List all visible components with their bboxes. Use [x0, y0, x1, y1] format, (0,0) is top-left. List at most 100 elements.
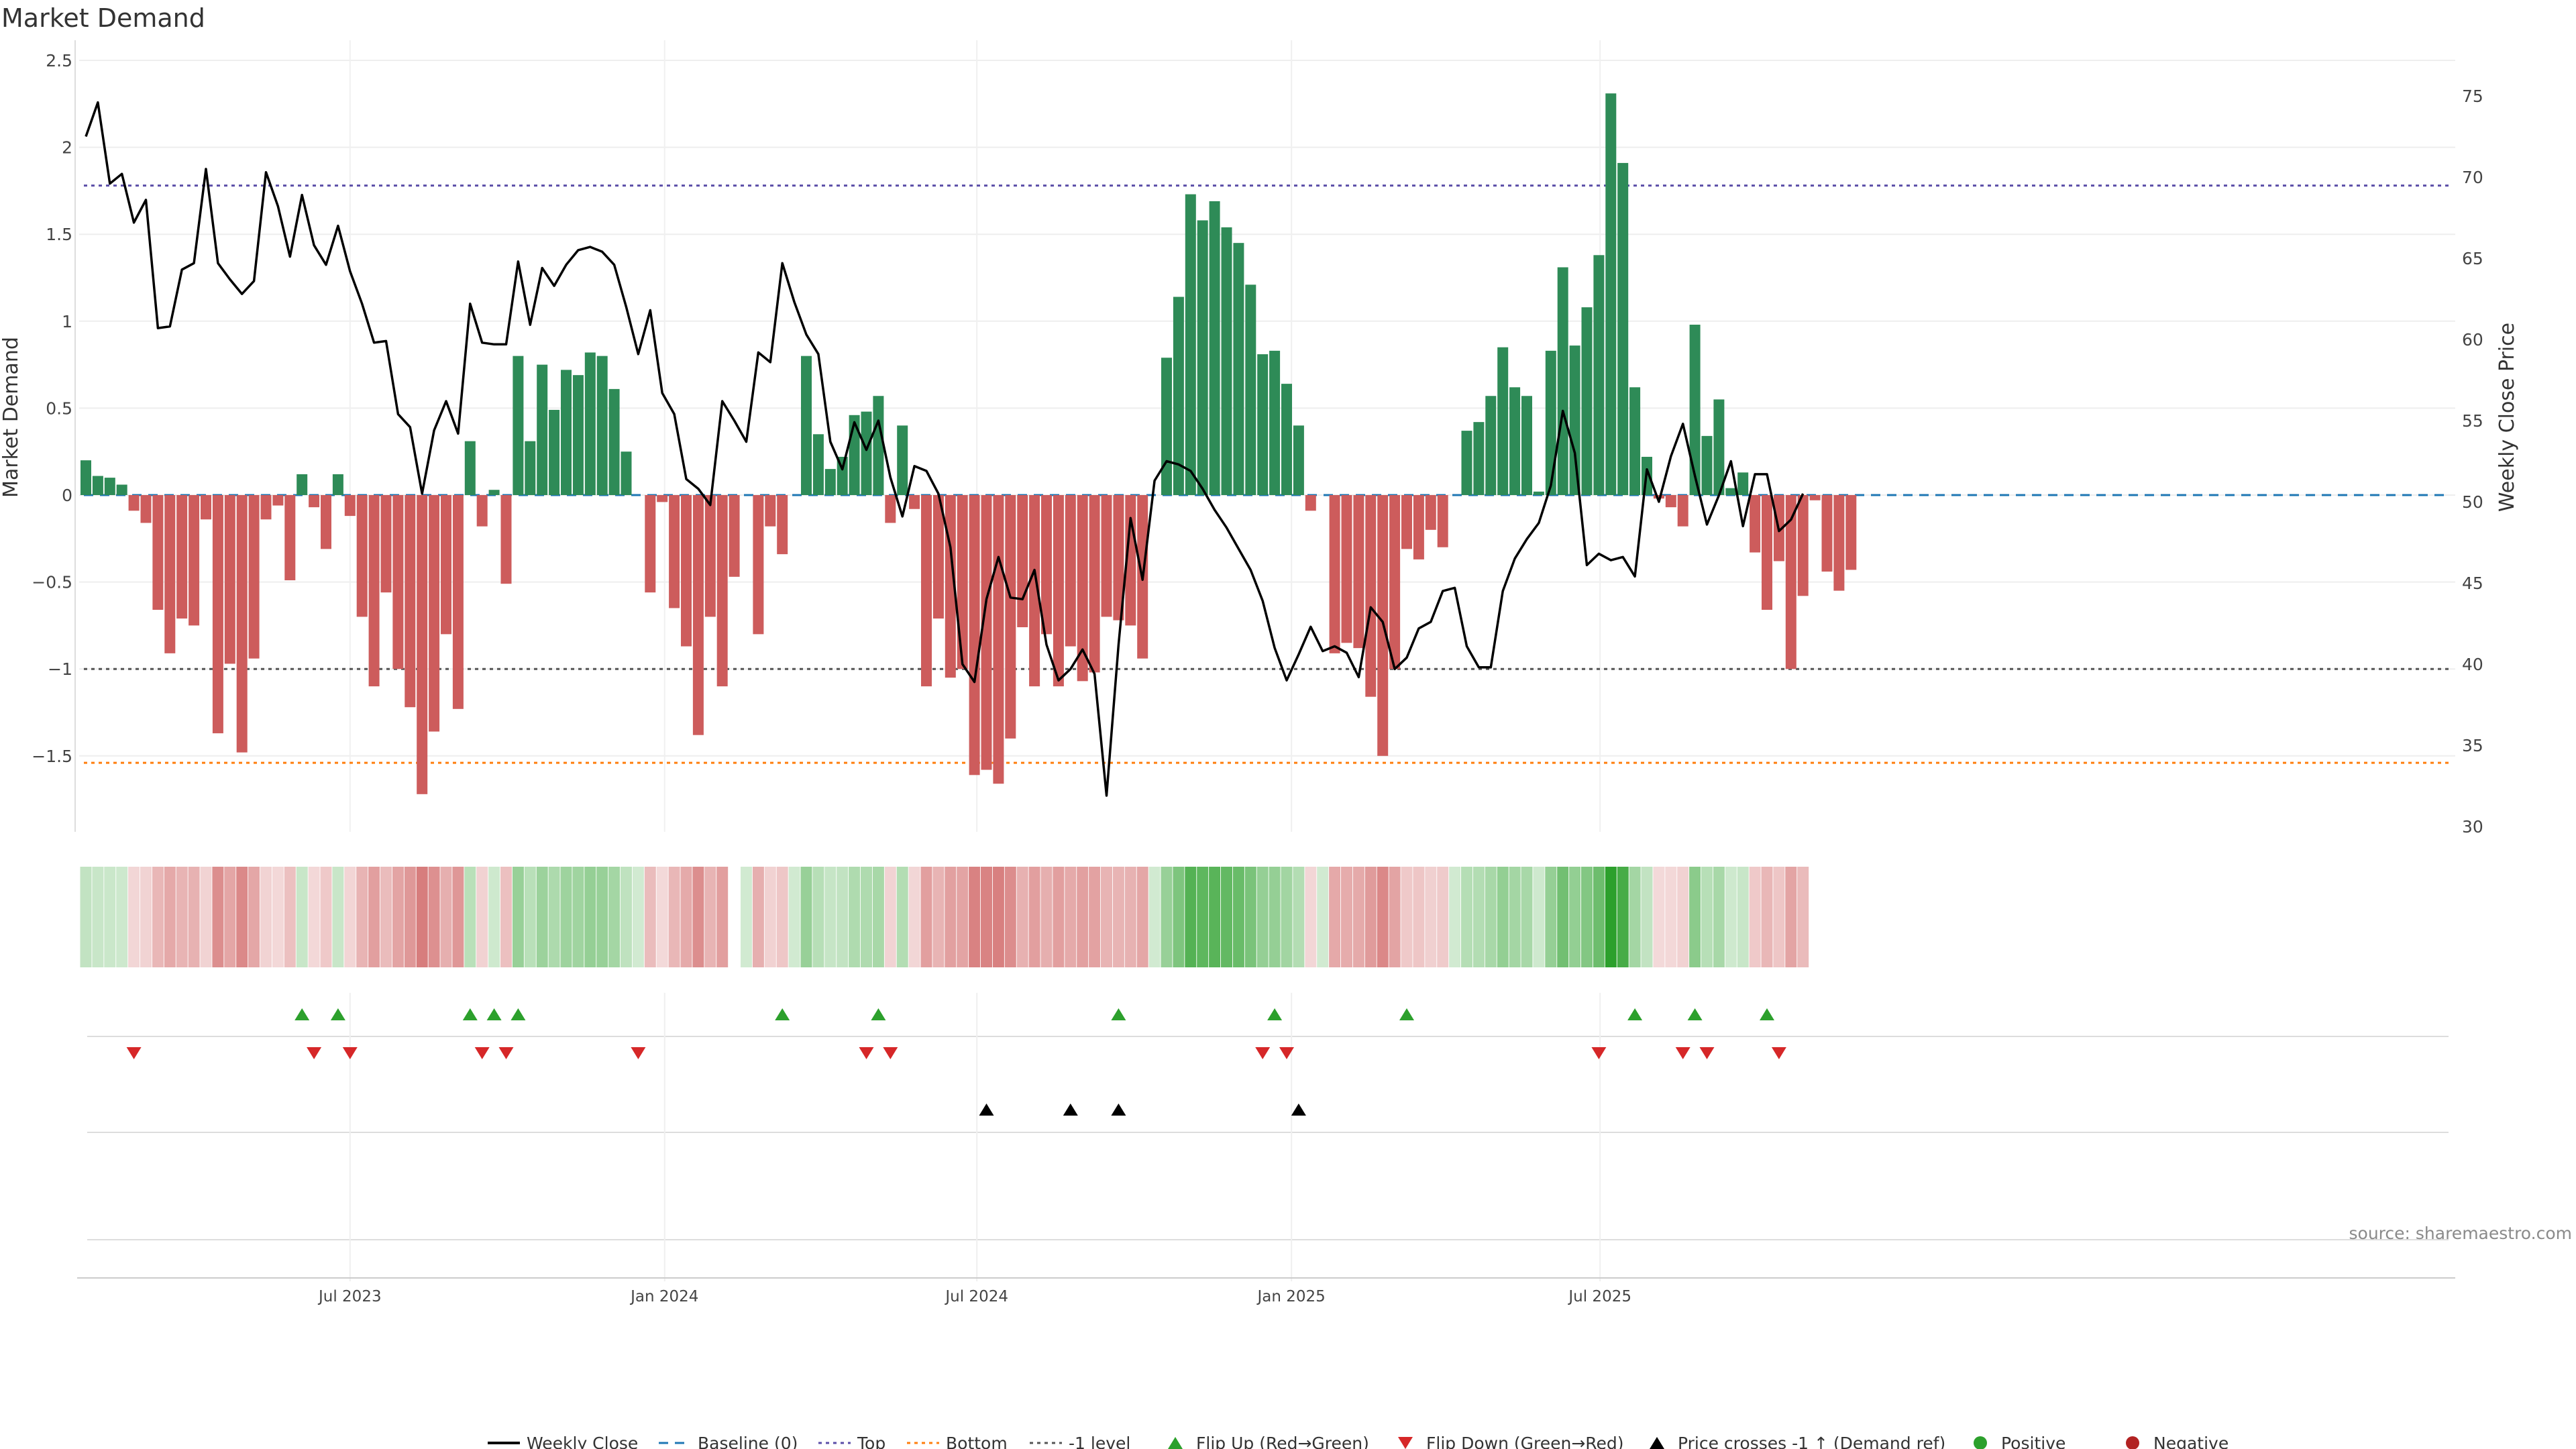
strip-cell	[320, 867, 332, 967]
demand-bar	[1209, 201, 1220, 495]
demand-bar	[1041, 495, 1052, 635]
demand-bar	[1077, 495, 1088, 682]
demand-bar	[441, 495, 451, 635]
flip-down-marker	[1591, 1047, 1607, 1059]
strip-cell	[332, 867, 344, 967]
strip-cell	[1341, 867, 1352, 967]
signal-panels	[87, 993, 2449, 1281]
strip-cell	[1028, 867, 1040, 967]
demand-bar	[921, 495, 932, 687]
demand-bar	[1341, 495, 1352, 643]
strip-cell	[344, 867, 356, 967]
demand-bar	[309, 495, 320, 508]
strip-cell	[812, 867, 824, 967]
strip-cell	[1352, 867, 1364, 967]
demand-bar	[1545, 350, 1556, 495]
demand-bar	[681, 495, 692, 647]
demand-bar	[729, 495, 740, 577]
demand-bar	[80, 460, 91, 495]
x-tick-label: Jul 2024	[944, 1288, 1008, 1305]
strip-cell	[1317, 867, 1329, 967]
flip-down-marker	[474, 1047, 490, 1059]
demand-bar	[1809, 495, 1821, 500]
strip-cell	[176, 867, 188, 967]
strip-cell	[1701, 867, 1713, 967]
strip-cell	[741, 867, 752, 967]
strip-cell	[392, 867, 404, 967]
strip-cell	[1124, 867, 1136, 967]
strip-cell	[488, 867, 500, 967]
strip-cell	[1389, 867, 1401, 967]
strip-cell	[1413, 867, 1425, 967]
demand-bar	[1701, 435, 1713, 495]
demand-bar	[356, 495, 368, 617]
strip-cell	[1713, 867, 1725, 967]
strip-cell	[1641, 867, 1653, 967]
strip-cell	[704, 867, 716, 967]
left-axis-ticks: 2.5 2 1.5 1 0.5 0 −0.5 −1 −1.5	[32, 40, 76, 832]
right-tick-label: 50	[2462, 492, 2483, 512]
legend-swatch	[1974, 1436, 1987, 1449]
right-tick-label: 45	[2462, 574, 2483, 593]
strip-cell	[1665, 867, 1677, 967]
strip-cell	[837, 867, 849, 967]
strip-cell	[1485, 867, 1497, 967]
demand-bar	[152, 495, 164, 610]
strip-cell	[1136, 867, 1148, 967]
strip-cell	[248, 867, 260, 967]
left-tick-label: −0.5	[32, 573, 72, 592]
demand-bar	[549, 409, 560, 495]
strip-cell	[908, 867, 920, 967]
left-tick-label: 0.5	[46, 398, 72, 418]
flip-up-marker	[1627, 1008, 1643, 1020]
strip-cell	[1112, 867, 1124, 967]
demand-bar	[116, 484, 127, 495]
right-tick-label: 40	[2462, 655, 2483, 674]
demand-bar	[1113, 495, 1124, 621]
strip-cell	[884, 867, 896, 967]
legend-label: Top	[857, 1434, 885, 1449]
strip-cell	[464, 867, 476, 967]
legend-swatch	[1168, 1437, 1183, 1449]
flip-down-marker	[883, 1047, 898, 1059]
strip-cell	[1244, 867, 1256, 967]
strip-cell	[1569, 867, 1581, 967]
demand-bar	[1173, 297, 1184, 495]
flip-down-marker	[1699, 1047, 1715, 1059]
demand-bar	[1713, 399, 1725, 495]
demand-bar	[201, 495, 211, 520]
strip-cell	[656, 867, 668, 967]
demand-bar	[1533, 491, 1544, 495]
strip-cell	[1593, 867, 1605, 967]
strip-cell	[981, 867, 992, 967]
demand-bar	[584, 352, 596, 495]
legend-item-baseline: Baseline (0)	[659, 1434, 798, 1449]
demand-bar	[1185, 194, 1196, 495]
strip-cell	[380, 867, 392, 967]
strip-cell	[1761, 867, 1773, 967]
demand-bar	[525, 441, 536, 495]
strip-cell	[776, 867, 788, 967]
strip-cell	[1364, 867, 1377, 967]
demand-bar	[1509, 387, 1521, 495]
demand-bar	[1089, 495, 1100, 673]
legend-swatch	[2126, 1436, 2139, 1449]
flip-up-marker	[462, 1008, 478, 1020]
demand-bar	[645, 495, 656, 593]
demand-bar	[704, 495, 716, 617]
strip-cell	[1677, 867, 1689, 967]
flip-down-marker	[1771, 1047, 1786, 1059]
demand-bar	[1221, 227, 1232, 495]
demand-bar	[753, 495, 764, 635]
demand-bar	[464, 441, 476, 495]
x-tick-label: Jul 2023	[317, 1288, 382, 1305]
strip-cell	[969, 867, 981, 967]
demand-bar	[1053, 495, 1064, 687]
demand-bar	[1629, 387, 1641, 495]
demand-bar	[164, 495, 176, 653]
demand-bar	[1281, 384, 1292, 495]
strip-cell	[236, 867, 248, 967]
strip-cell	[428, 867, 440, 967]
demand-bar	[1389, 495, 1401, 669]
